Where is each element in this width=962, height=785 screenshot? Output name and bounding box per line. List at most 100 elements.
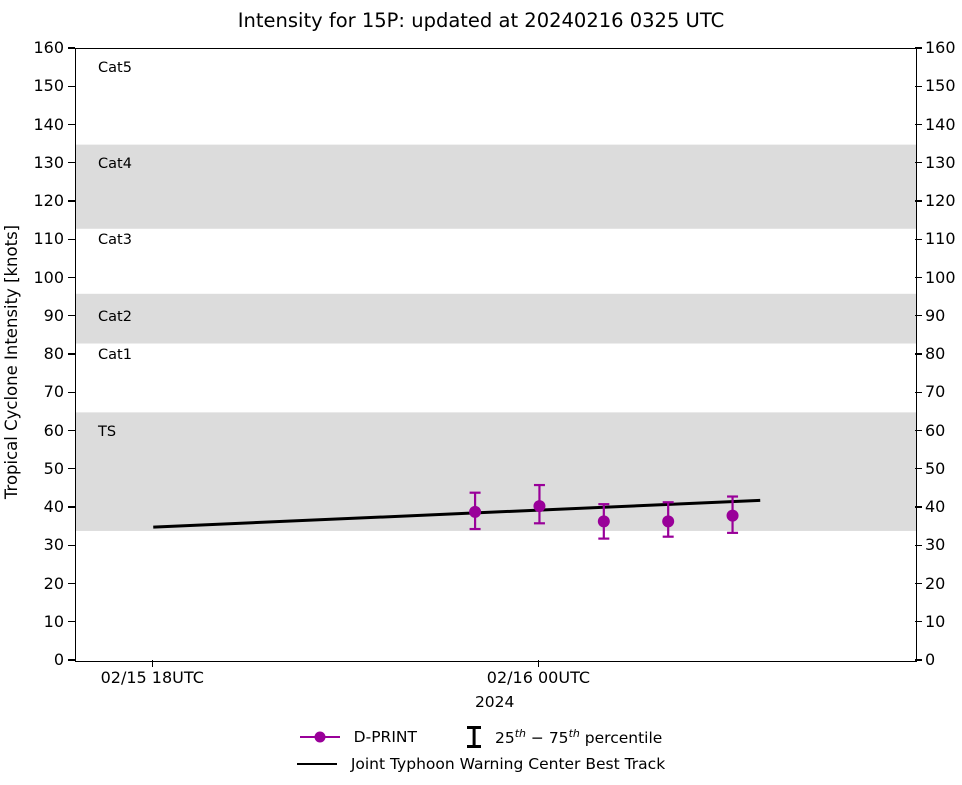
category-label-cat5: Cat5 <box>98 60 132 77</box>
x-tick-mark <box>151 660 153 667</box>
x-axis-year-label: 2024 <box>474 693 515 711</box>
x-tick-label: 02/16 00UTC <box>486 668 591 687</box>
y-tick-mark-left <box>68 659 75 661</box>
y-tick-label-left: 140 <box>33 114 64 134</box>
legend: D-PRINT 25th − 75th percentile Joint Typ… <box>0 724 962 777</box>
besttrack-legend-line-icon <box>296 762 337 766</box>
y-tick-mark-right <box>915 315 922 317</box>
y-tick-label-right: 70 <box>925 382 946 402</box>
y-tick-label-left: 100 <box>33 267 64 287</box>
y-tick-label-left: 110 <box>33 229 64 249</box>
y-tick-mark-left <box>68 315 75 317</box>
besttrack-legend-label: Joint Typhoon Warning Center Best Track <box>350 755 666 773</box>
y-tick-label-left: 50 <box>43 458 64 478</box>
category-label-cat2: Cat2 <box>98 308 132 325</box>
y-tick-mark-left <box>68 621 75 623</box>
y-tick-mark-right <box>915 276 922 279</box>
category-label-cat3: Cat3 <box>98 232 132 249</box>
errorbar-legend-icon <box>466 726 481 748</box>
errorbar-top-cap <box>466 726 481 729</box>
category-label-ts: TS <box>98 423 117 440</box>
y-tick-mark-left <box>68 353 75 355</box>
y-tick-mark-left <box>68 200 75 202</box>
y-tick-label-right: 30 <box>925 535 946 555</box>
data-point <box>662 515 675 528</box>
y-tick-mark-right <box>915 162 922 164</box>
dprint-legend-line-icon <box>299 731 340 743</box>
y-tick-mark-right <box>915 582 922 585</box>
y-tick-mark-right <box>915 391 922 393</box>
data-point <box>726 509 739 522</box>
errorbar-vertical-bar <box>472 726 476 748</box>
chart-canvas <box>76 144 916 540</box>
y-tick-label-left: 20 <box>43 573 64 593</box>
y-tick-label-left: 160 <box>33 38 64 57</box>
dprint-legend-label: D-PRINT <box>353 728 417 746</box>
errorbar-bottom-cap <box>466 745 481 748</box>
data-point <box>469 505 482 518</box>
y-tick-label-left: 130 <box>33 152 64 172</box>
y-tick-label-left: 10 <box>43 611 64 631</box>
y-tick-label-right: 20 <box>925 573 946 593</box>
y-tick-mark-right <box>915 200 922 202</box>
y-tick-label-left: 90 <box>43 305 64 325</box>
y-tick-mark-right <box>915 659 922 661</box>
y-tick-mark-right <box>915 506 922 508</box>
y-tick-label-right: 140 <box>925 114 956 134</box>
y-tick-mark-left <box>68 468 75 470</box>
y-tick-label-left: 30 <box>43 535 64 555</box>
y-tick-mark-left <box>68 162 75 164</box>
band-cat2 <box>76 293 916 344</box>
y-tick-mark-right <box>915 544 922 546</box>
chart-title: Intensity for 15P: updated at 20240216 0… <box>237 9 725 32</box>
x-tick-mark <box>537 660 540 667</box>
y-tick-label-right: 60 <box>925 420 946 440</box>
y-tick-label-right: 50 <box>925 458 946 478</box>
y-tick-label-right: 10 <box>925 611 946 631</box>
y-tick-mark-left <box>68 391 75 393</box>
y-tick-mark-left <box>68 544 75 546</box>
dprint-legend-marker-icon <box>314 731 326 743</box>
y-tick-mark-left <box>68 238 75 240</box>
y-tick-mark-right <box>915 238 922 240</box>
y-tick-mark-left <box>68 582 75 585</box>
y-tick-label-right: 100 <box>925 267 956 287</box>
y-tick-mark-right <box>915 429 922 432</box>
y-tick-label-left: 40 <box>43 497 64 516</box>
y-tick-label-right: 110 <box>925 229 956 249</box>
y-tick-label-right: 120 <box>925 191 956 210</box>
y-tick-label-left: 70 <box>43 382 64 402</box>
category-label-cat1: Cat1 <box>98 347 132 363</box>
percentile-legend-label: 25th − 75th percentile <box>494 726 663 748</box>
y-tick-mark-right <box>915 621 922 623</box>
y-tick-label-left: 80 <box>43 344 64 363</box>
data-point <box>533 500 546 513</box>
y-tick-label-right: 160 <box>925 38 956 57</box>
y-tick-mark-right <box>915 85 922 87</box>
y-tick-label-left: 0 <box>53 650 64 669</box>
y-tick-mark-left <box>68 506 75 508</box>
legend-row-2: Joint Typhoon Warning Center Best Track <box>296 751 666 777</box>
y-tick-label-right: 0 <box>925 650 936 669</box>
legend-row-1: D-PRINT 25th − 75th percentile <box>299 724 663 750</box>
y-tick-label-right: 90 <box>925 305 946 325</box>
y-tick-mark-right <box>915 47 922 49</box>
plot-area: Cat5 Cat4 Cat3 Cat2 Cat1 TS <box>75 48 917 662</box>
y-tick-label-right: 130 <box>925 152 956 172</box>
y-tick-mark-left <box>68 429 75 432</box>
y-tick-mark-left <box>68 276 75 279</box>
y-tick-mark-right <box>915 123 922 126</box>
y-tick-mark-left <box>68 47 75 49</box>
y-tick-label-left: 150 <box>33 76 64 96</box>
x-tick-label: 02/15 18UTC <box>100 668 204 687</box>
y-tick-mark-left <box>68 85 75 87</box>
y-tick-label-right: 150 <box>925 76 956 96</box>
band-cat4 <box>76 144 916 229</box>
y-tick-mark-left <box>68 123 75 126</box>
y-tick-label-right: 40 <box>925 497 946 516</box>
y-tick-mark-right <box>915 353 922 355</box>
y-tick-label-right: 80 <box>925 344 946 363</box>
y-tick-mark-right <box>915 468 922 470</box>
besttrack-line <box>153 498 761 529</box>
